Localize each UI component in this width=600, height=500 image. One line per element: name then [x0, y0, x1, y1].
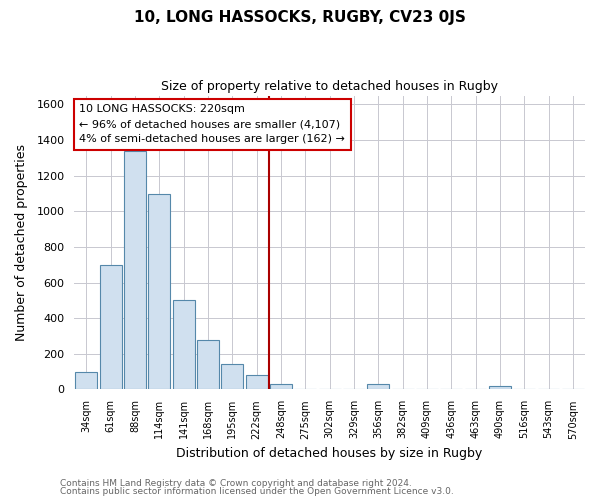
Bar — [270, 384, 292, 390]
Bar — [100, 265, 122, 390]
Text: Contains HM Land Registry data © Crown copyright and database right 2024.: Contains HM Land Registry data © Crown c… — [60, 478, 412, 488]
Bar — [489, 386, 511, 390]
Bar — [197, 340, 219, 390]
Text: Contains public sector information licensed under the Open Government Licence v3: Contains public sector information licen… — [60, 487, 454, 496]
Y-axis label: Number of detached properties: Number of detached properties — [15, 144, 28, 341]
Bar — [148, 194, 170, 390]
Text: 10 LONG HASSOCKS: 220sqm
← 96% of detached houses are smaller (4,107)
4% of semi: 10 LONG HASSOCKS: 220sqm ← 96% of detach… — [79, 104, 345, 144]
Text: 10, LONG HASSOCKS, RUGBY, CV23 0JS: 10, LONG HASSOCKS, RUGBY, CV23 0JS — [134, 10, 466, 25]
Bar — [221, 364, 243, 390]
Bar — [173, 300, 194, 390]
Bar — [245, 375, 268, 390]
Bar — [76, 372, 97, 390]
Title: Size of property relative to detached houses in Rugby: Size of property relative to detached ho… — [161, 80, 498, 93]
Bar — [367, 384, 389, 390]
X-axis label: Distribution of detached houses by size in Rugby: Distribution of detached houses by size … — [176, 447, 483, 460]
Bar — [124, 151, 146, 390]
